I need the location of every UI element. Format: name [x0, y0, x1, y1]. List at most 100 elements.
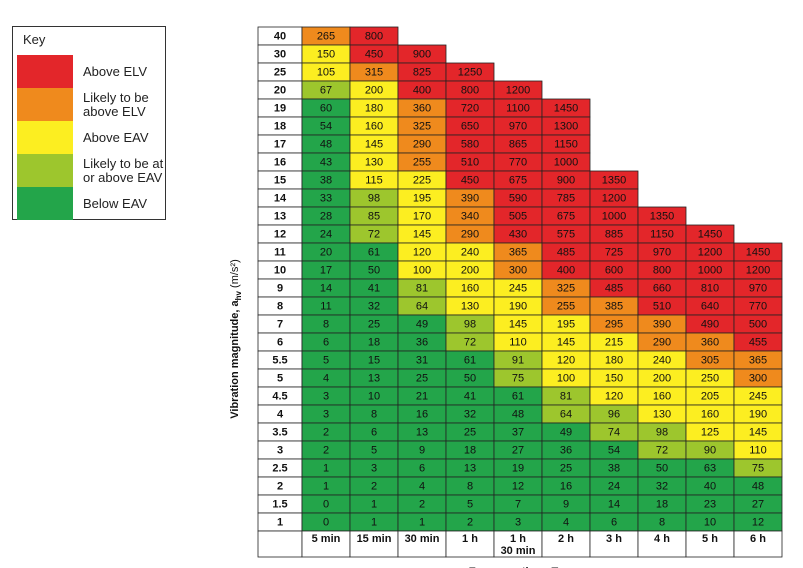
- cell-value: 360: [701, 337, 719, 349]
- cell-value: 160: [461, 283, 479, 295]
- cell-value: 18: [464, 445, 476, 457]
- cell-value: 1200: [602, 193, 626, 205]
- cell-value: 25: [368, 319, 380, 331]
- cell-value: 1: [323, 463, 329, 475]
- legend-swatch-likely-above-elv: [17, 88, 73, 121]
- cell-value: 90: [704, 445, 716, 457]
- cell-value: 31: [416, 355, 428, 367]
- cell-value: 205: [701, 391, 719, 403]
- cell-value: 970: [509, 121, 527, 133]
- legend-item-above-eav: Above EAV: [17, 121, 163, 154]
- row-label: 25: [274, 67, 286, 79]
- cell-value: 200: [365, 85, 383, 97]
- cell-value: 900: [413, 49, 431, 61]
- cell-value: 160: [701, 409, 719, 421]
- cell-value: 290: [461, 229, 479, 241]
- cell-value: 675: [557, 211, 575, 223]
- cell-value: 675: [509, 175, 527, 187]
- legend-item-likely-at-above-eav: Likely to be at or above EAV: [17, 154, 163, 187]
- cell-value: 1: [419, 517, 425, 529]
- cell-value: 485: [557, 247, 575, 259]
- cell-value: 120: [557, 355, 575, 367]
- column-label: 4 h: [654, 533, 670, 545]
- legend-label-likely-above-elv: Likely to be above ELV: [83, 89, 149, 119]
- cell-value: 24: [320, 229, 332, 241]
- cell-value: 885: [605, 229, 623, 241]
- cell-value: 60: [320, 103, 332, 115]
- cell-value: 770: [509, 157, 527, 169]
- cell-value: 400: [557, 265, 575, 277]
- cell-value: 0: [323, 517, 329, 529]
- cell-value: 400: [413, 85, 431, 97]
- cell-value: 800: [653, 265, 671, 277]
- cell-value: 650: [461, 121, 479, 133]
- row-label: 30: [274, 49, 286, 61]
- cell-value: 455: [749, 337, 767, 349]
- row-label: 16: [274, 157, 286, 169]
- cell-value: 1100: [506, 103, 530, 115]
- cell-value: 290: [413, 139, 431, 151]
- row-label: 14: [274, 193, 287, 205]
- column-header-cell: [589, 530, 639, 558]
- cell-value: 600: [605, 265, 623, 277]
- row-label: 5: [277, 373, 283, 385]
- cell-value: 12: [752, 517, 764, 529]
- cell-value: 1350: [602, 175, 626, 187]
- legend-item-below-eav: Below EAV: [17, 187, 163, 220]
- cell-value: 450: [365, 49, 383, 61]
- cell-value: 300: [749, 373, 767, 385]
- cell-value: 160: [653, 391, 671, 403]
- cell-value: 145: [413, 229, 431, 241]
- cell-value: 195: [557, 319, 575, 331]
- cell-value: 1: [371, 499, 377, 511]
- row-label: 4.5: [272, 391, 287, 403]
- cell-value: 16: [416, 409, 428, 421]
- cell-value: 115: [365, 175, 383, 187]
- cell-value: 61: [368, 247, 380, 259]
- cell-value: 0: [323, 499, 329, 511]
- cell-value: 1200: [506, 85, 530, 97]
- column-header-cell: [685, 530, 735, 558]
- cell-value: 1450: [746, 247, 770, 259]
- cell-value: 23: [704, 499, 716, 511]
- cell-value: 145: [749, 427, 767, 439]
- cell-value: 640: [701, 301, 719, 313]
- cell-value: 6: [419, 463, 425, 475]
- cell-value: 12: [512, 481, 524, 493]
- cell-value: 43: [320, 157, 332, 169]
- cell-value: 17: [320, 265, 332, 277]
- row-label: 17: [274, 139, 286, 151]
- cell-value: 105: [317, 67, 335, 79]
- cell-value: 900: [557, 175, 575, 187]
- legend-label-below-eav: Below EAV: [83, 195, 148, 211]
- cell-value: 33: [320, 193, 332, 205]
- cell-value: 2: [323, 427, 329, 439]
- legend-item-likely-above-elv: Likely to be above ELV: [17, 88, 163, 121]
- cell-value: 390: [653, 319, 671, 331]
- legend-key: Key Above ELV Likely to be above ELV Abo…: [12, 26, 166, 220]
- cell-value: 4: [563, 517, 569, 529]
- row-label: 10: [274, 265, 286, 277]
- cell-value: 3: [515, 517, 521, 529]
- cell-value: 810: [701, 283, 719, 295]
- cell-value: 24: [608, 481, 620, 493]
- cell-value: 50: [368, 265, 380, 277]
- cell-value: 14: [320, 283, 332, 295]
- cell-value: 200: [461, 265, 479, 277]
- cell-value: 20: [320, 247, 332, 259]
- column-label: 3 h: [606, 533, 622, 545]
- column-header-cell: [445, 530, 495, 558]
- column-label: 15 min: [357, 533, 392, 545]
- cell-value: 1000: [698, 265, 722, 277]
- legend-swatch-likely-at-above-eav: [17, 154, 73, 187]
- cell-value: 28: [320, 211, 332, 223]
- column-header-cell: [349, 530, 399, 558]
- cell-value: 970: [653, 247, 671, 259]
- cell-value: 240: [461, 247, 479, 259]
- cell-value: 125: [701, 427, 719, 439]
- cell-value: 38: [608, 463, 620, 475]
- cell-value: 64: [560, 409, 572, 421]
- legend-label-likely-at-above-eav: Likely to be at or above EAV: [83, 155, 164, 185]
- cell-value: 10: [704, 517, 716, 529]
- cell-value: 500: [749, 319, 767, 331]
